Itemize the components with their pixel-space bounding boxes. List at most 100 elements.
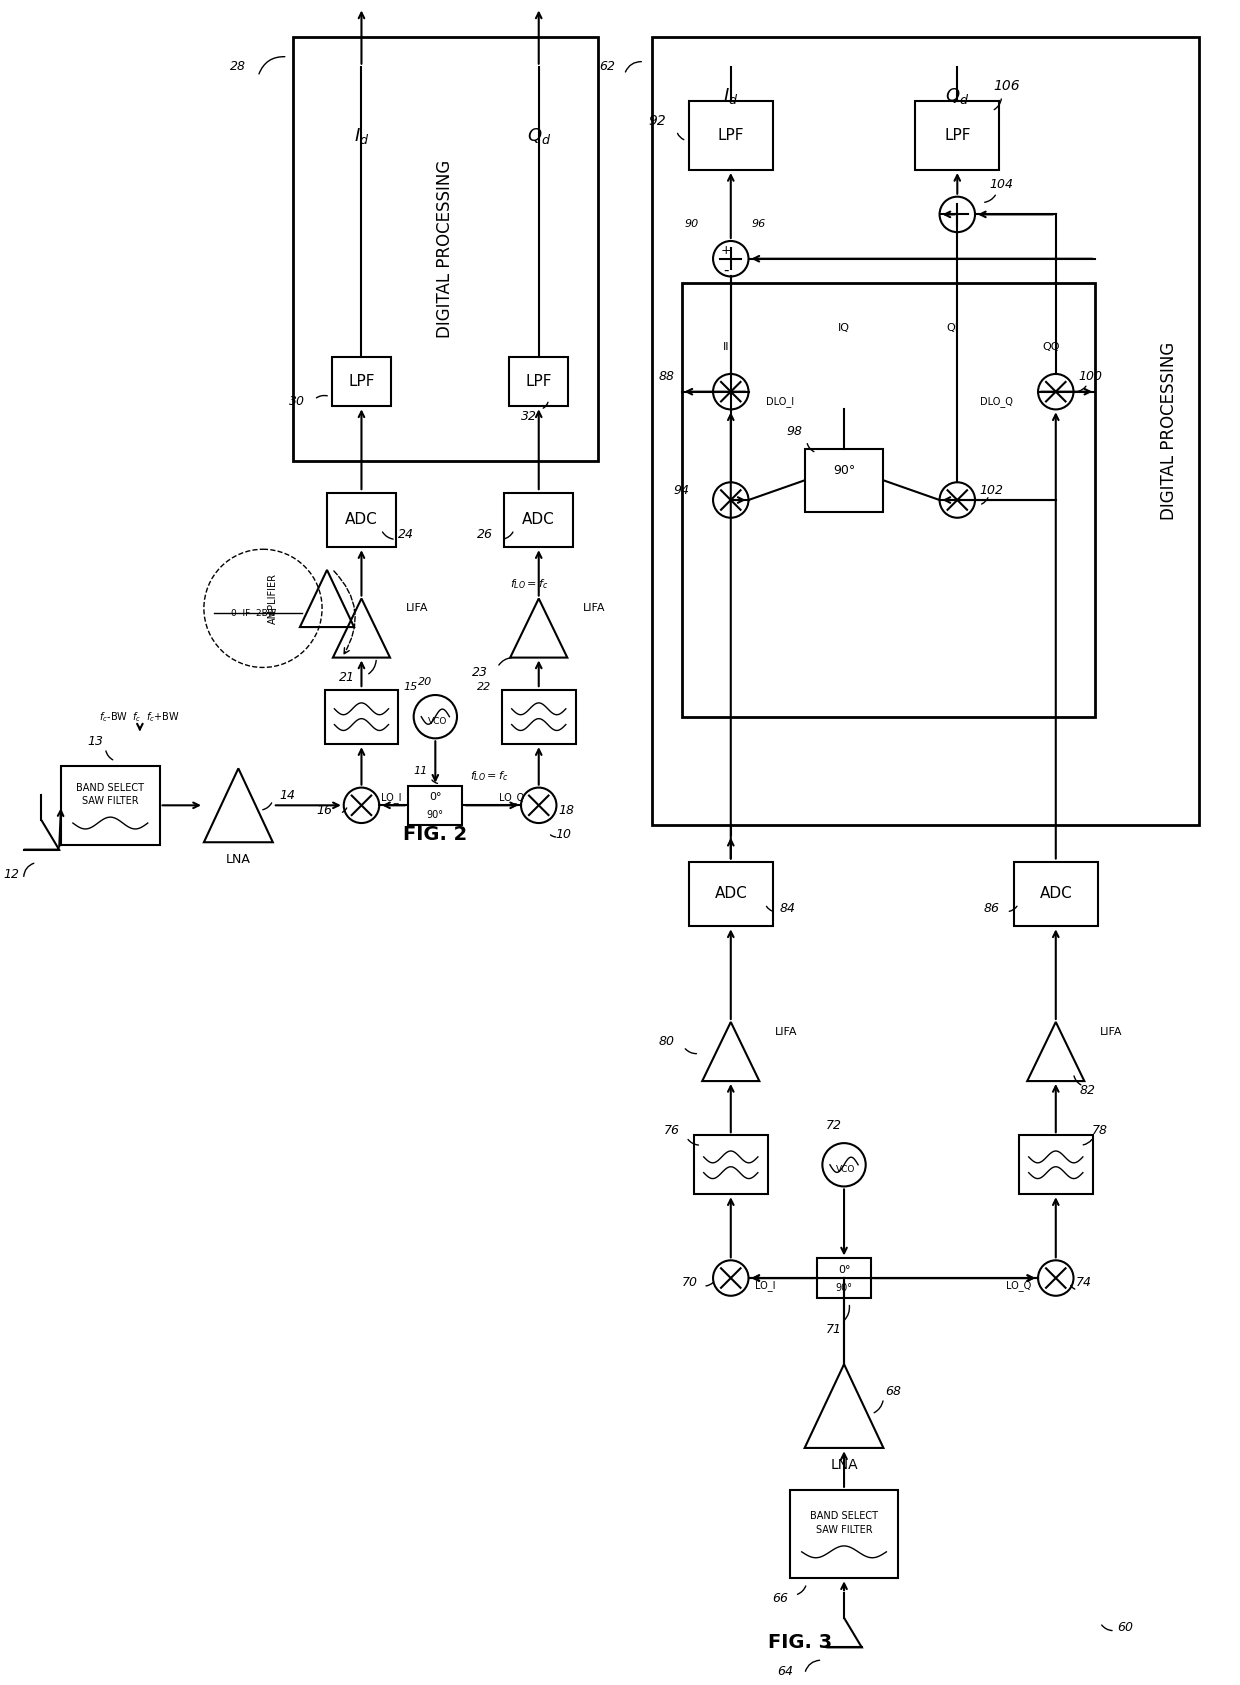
Text: BAND SELECT: BAND SELECT [810,1511,878,1522]
Text: $I_d$: $I_d$ [723,86,739,106]
Text: ADC: ADC [1039,886,1073,901]
Text: 26: 26 [476,527,492,541]
Text: 94: 94 [673,484,689,497]
Text: 92: 92 [649,115,666,128]
Text: LNA: LNA [831,1458,858,1473]
Bar [790,1490,898,1579]
Text: 28: 28 [231,61,247,72]
Text: II: II [723,342,729,352]
Text: $f_{LO}=f_c$: $f_{LO}=f_c$ [510,576,548,591]
Text: 11: 11 [413,767,428,775]
Text: 21: 21 [339,671,355,684]
Text: 0°: 0° [838,1265,851,1276]
Text: 84: 84 [780,901,796,915]
Text: 62: 62 [600,61,616,72]
Bar [689,863,773,927]
Bar [505,492,573,548]
Text: 12: 12 [4,868,20,881]
Text: LPF: LPF [718,128,744,143]
Text: 22: 22 [477,682,492,693]
Text: 90: 90 [684,219,698,229]
Text: 64: 64 [777,1665,792,1678]
Text: DLO_Q: DLO_Q [981,396,1013,408]
Bar [805,448,883,512]
Text: 86: 86 [983,901,999,915]
Text: $I_d$: $I_d$ [353,126,370,145]
Bar [293,37,598,460]
Text: VCO: VCO [836,1166,856,1174]
Text: 80: 80 [658,1035,675,1048]
Bar [510,357,568,406]
Bar [502,689,575,743]
Text: 23: 23 [471,666,487,679]
Text: 76: 76 [663,1124,680,1137]
Text: 66: 66 [773,1592,789,1604]
Text: LO_I: LO_I [381,792,402,802]
Bar [408,785,463,826]
Text: LO_Q: LO_Q [498,792,523,802]
Text: DIGITAL PROCESSING: DIGITAL PROCESSING [436,160,454,339]
Text: 88: 88 [658,371,675,384]
Bar [817,1259,872,1297]
Text: SAW FILTER: SAW FILTER [816,1525,873,1535]
Text: LPF: LPF [944,128,971,143]
Text: 71: 71 [826,1323,842,1336]
Text: LPF: LPF [526,374,552,389]
Text: 70: 70 [682,1277,697,1289]
Text: $f_{LO}=f_c$: $f_{LO}=f_c$ [470,768,508,782]
Text: LIFA: LIFA [1100,1026,1122,1036]
Text: LO_I: LO_I [755,1281,775,1291]
Bar [327,492,396,548]
Text: 74: 74 [1075,1277,1091,1289]
Text: ADC: ADC [522,512,556,527]
Bar [682,283,1095,716]
Text: ADC: ADC [345,512,378,527]
Text: LPF: LPF [348,374,374,389]
Text: 13: 13 [88,735,104,748]
Text: 20: 20 [418,677,433,687]
Bar [915,101,999,170]
Text: 100: 100 [1079,371,1102,384]
Text: 106: 106 [993,79,1019,93]
Text: FIG. 3: FIG. 3 [768,1633,832,1651]
Text: $Q_d$: $Q_d$ [527,126,551,145]
Text: 0  IF  2BW: 0 IF 2BW [231,608,275,618]
Text: -: - [723,263,729,278]
Text: AMPLIFIER: AMPLIFIER [268,573,278,623]
Text: 30: 30 [289,394,305,408]
Text: 90°: 90° [836,1282,853,1292]
Text: LO_Q: LO_Q [1006,1281,1030,1291]
Text: DLO_I: DLO_I [766,396,794,408]
Text: 14: 14 [279,789,295,802]
Text: $Q_d$: $Q_d$ [945,86,970,106]
Text: VCO: VCO [428,718,446,726]
Text: 15: 15 [403,682,418,693]
Text: 68: 68 [885,1385,901,1399]
Text: QQ: QQ [1042,342,1060,352]
Text: 96: 96 [751,219,765,229]
Text: BAND SELECT: BAND SELECT [77,782,144,792]
Text: 0°: 0° [429,792,441,802]
Bar [1019,1136,1092,1195]
Text: 78: 78 [1092,1124,1109,1137]
Bar [694,1136,768,1195]
Text: 102: 102 [980,484,1003,497]
Text: LNA: LNA [226,853,250,866]
Bar [332,357,391,406]
Text: LIFA: LIFA [583,603,605,613]
Text: 90°: 90° [833,463,856,477]
Text: SAW FILTER: SAW FILTER [82,797,139,807]
Text: 90°: 90° [427,810,444,821]
Bar [325,689,398,743]
Bar [1014,863,1097,927]
Text: ADC: ADC [714,886,748,901]
Text: 98: 98 [787,425,802,438]
Bar [652,37,1199,826]
Bar [689,101,773,170]
Text: 82: 82 [1079,1085,1095,1097]
Text: LIFA: LIFA [775,1026,797,1036]
Text: +: + [720,244,732,258]
Text: QI: QI [946,322,959,332]
Text: LIFA: LIFA [405,603,428,613]
Bar [61,767,160,844]
